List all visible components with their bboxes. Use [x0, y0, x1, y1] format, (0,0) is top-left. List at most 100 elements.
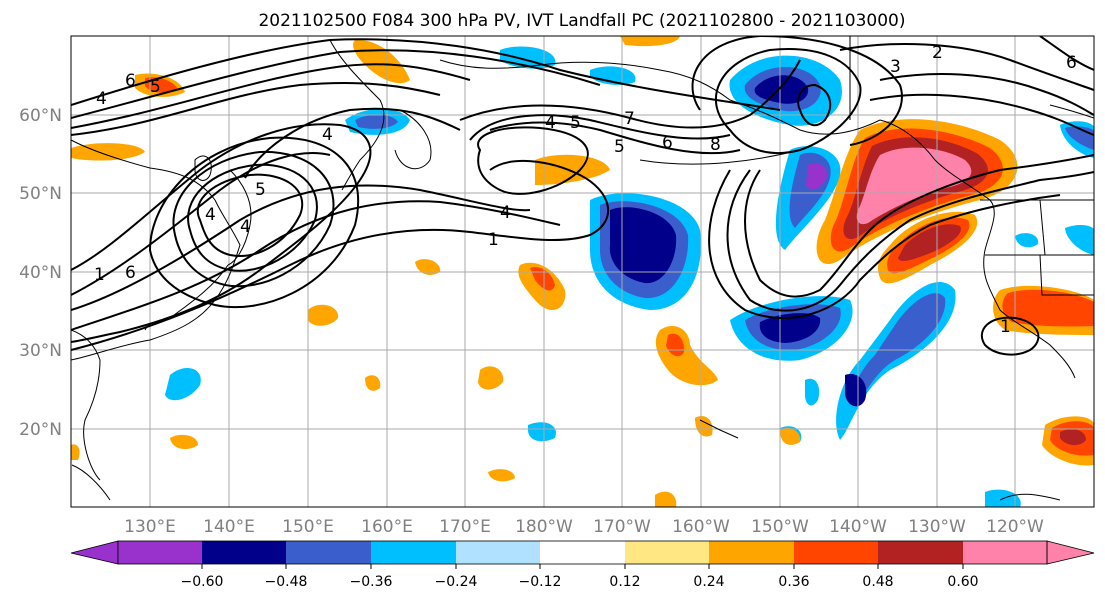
- contour-label: 5: [570, 113, 581, 133]
- contour-label: 6: [662, 133, 673, 153]
- map-frame: [70, 35, 1095, 508]
- positive-anomaly-region: [695, 415, 713, 437]
- negative-anomaly-region: [1065, 224, 1094, 255]
- colorbar-segment: [1046, 540, 1095, 565]
- colorbar-tick-label: 0.24: [693, 574, 724, 590]
- lon-label: 160°E: [361, 517, 413, 537]
- colorbar-segment: [709, 541, 794, 564]
- lon-label: 140°W: [829, 517, 887, 537]
- contour-label: 6: [125, 263, 136, 283]
- positive-anomaly-region: [655, 491, 677, 507]
- colorbar-frame: [117, 540, 1048, 565]
- colorbar-tick-label: 0.48: [862, 574, 893, 590]
- colorbar-tick-label: −0.12: [519, 574, 562, 590]
- colorbar-tick-label: 0.60: [947, 574, 978, 590]
- positive-anomaly-region: [816, 119, 1018, 265]
- colorbar-segment: [963, 541, 1047, 564]
- coastlines: [71, 36, 1094, 501]
- lon-label: 170°E: [439, 517, 491, 537]
- colorbar-segment: [202, 541, 286, 564]
- lon-label: 160°W: [672, 517, 730, 537]
- colorbar-segment: [118, 541, 202, 564]
- lat-label: 40°N: [19, 263, 62, 283]
- lat-label: 50°N: [19, 184, 62, 204]
- positive-anomaly-region: [170, 434, 198, 450]
- positive-anomaly-region: [655, 325, 718, 386]
- map-gridlines: [71, 36, 1094, 507]
- colorbar-segment: [286, 541, 371, 564]
- contour-label: 4: [545, 113, 556, 133]
- contour-label: 5: [614, 137, 625, 157]
- colorbar-segment: [540, 541, 625, 564]
- contour-label: 6: [125, 71, 136, 91]
- positive-anomaly-region: [478, 366, 504, 390]
- negative-anomaly-region: [836, 281, 956, 440]
- contour-label: 5: [150, 77, 161, 97]
- negative-anomaly-region: [805, 378, 820, 406]
- contour-label: 5: [255, 180, 266, 200]
- longitude-labels: 130°E 140°E 150°E 160°E 170°E 180°W 170°…: [124, 517, 1044, 537]
- shaded-anomalies: [71, 36, 1094, 507]
- colorbar-segment: [456, 541, 540, 564]
- colorbar-tick-label: −0.60: [181, 574, 224, 590]
- colorbar-ticks: [201, 564, 964, 569]
- figure-title: 2021102500 F084 300 hPa PV, IVT Landfall…: [258, 11, 905, 31]
- negative-anomaly-region: [775, 146, 841, 250]
- colorbar-segment: [625, 541, 709, 564]
- colorbar-tick-labels: −0.60 −0.48 −0.36 −0.24 −0.12 0.12 0.24 …: [181, 574, 979, 590]
- positive-anomaly-region: [518, 262, 566, 311]
- contour-label: 4: [240, 217, 251, 237]
- colorbar-tick-label: −0.36: [350, 574, 393, 590]
- colorbar-tick-label: 0.12: [609, 574, 640, 590]
- map-panel: 4 6 5 4 4 5 4 5 7 6 5 4 1 6 8 3 2 6 4 1: [70, 35, 1095, 508]
- contour-labels: 4 6 5 4 4 5 4 5 7 6 5 4 1 6 8 3 2 6 4 1: [94, 43, 1077, 337]
- lon-label: 130°E: [124, 517, 176, 537]
- lon-label: 140°E: [203, 517, 255, 537]
- positive-anomaly-region: [878, 211, 978, 284]
- latitude-labels: 60°N 50°N 40°N 30°N 20°N: [19, 106, 62, 440]
- lat-label: 30°N: [19, 341, 62, 361]
- lon-label: 130°W: [908, 517, 966, 537]
- contour-label: 8: [710, 135, 721, 155]
- negative-anomaly-region: [1015, 233, 1039, 248]
- lat-label: 60°N: [19, 106, 62, 126]
- colorbar-tick-label: −0.24: [435, 574, 478, 590]
- lon-label: 150°W: [751, 517, 809, 537]
- positive-anomaly-region: [308, 304, 339, 326]
- contour-label: 1: [1000, 317, 1011, 337]
- contour-label: 3: [890, 57, 901, 77]
- colorbar-segment: [371, 541, 456, 564]
- contour-label: 1: [94, 265, 105, 285]
- lat-label: 20°N: [19, 420, 62, 440]
- positive-anomaly-region: [620, 36, 680, 47]
- contour-label: 6: [1066, 53, 1077, 73]
- negative-anomaly-region: [528, 422, 556, 442]
- positive-anomaly-region: [365, 375, 381, 391]
- contour-label: 1: [488, 230, 499, 250]
- colorbar: −0.60 −0.48 −0.36 −0.24 −0.12 0.12 0.24 …: [70, 540, 1095, 590]
- contour-label: 4: [96, 89, 107, 109]
- negative-anomaly-region: [165, 367, 201, 401]
- contour-label: 4: [322, 125, 333, 145]
- lon-label: 150°E: [282, 517, 334, 537]
- positive-anomaly-region: [993, 285, 1094, 335]
- lon-label: 170°W: [593, 517, 651, 537]
- contour-label: 4: [205, 205, 216, 225]
- lon-label: 180°W: [515, 517, 573, 537]
- colorbar-segment: [878, 541, 963, 564]
- colorbar-segment: [70, 540, 119, 565]
- positive-anomaly-region: [145, 77, 178, 93]
- positive-anomaly-region: [71, 143, 145, 161]
- contour-label: 2: [932, 43, 943, 63]
- contour-label: 7: [624, 109, 635, 129]
- colorbar-segment: [794, 541, 878, 564]
- lon-label: 120°W: [986, 517, 1044, 537]
- negative-anomaly-region: [730, 296, 853, 361]
- pv-contours: [71, 36, 1094, 356]
- positive-anomaly-region: [71, 444, 80, 460]
- positive-anomaly-region: [488, 469, 515, 482]
- positive-anomaly-region: [780, 427, 801, 445]
- contour-label: 4: [500, 203, 511, 223]
- positive-anomaly-region: [415, 259, 441, 275]
